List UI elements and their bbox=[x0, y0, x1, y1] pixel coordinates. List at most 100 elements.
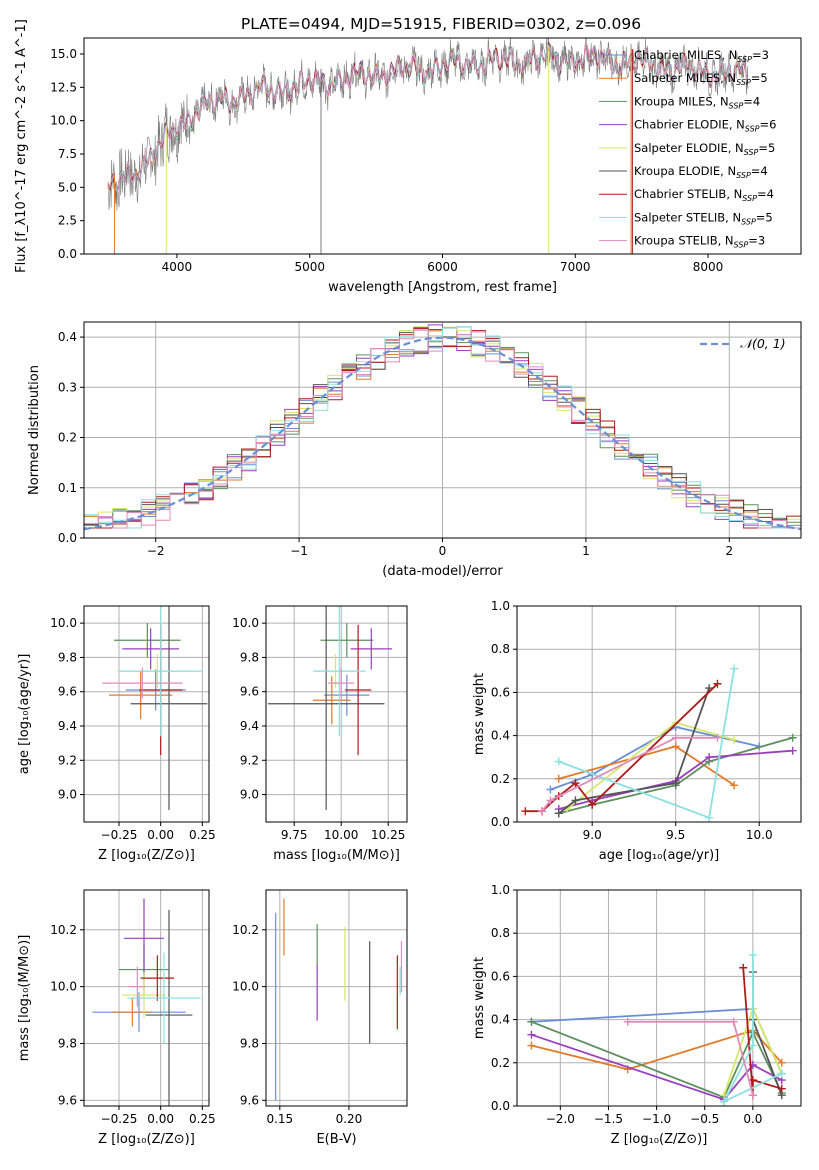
axes-frame bbox=[83, 605, 210, 823]
grid bbox=[266, 890, 407, 1106]
error-bar-point bbox=[350, 628, 392, 670]
plus-marker bbox=[671, 733, 680, 742]
error-bar-point bbox=[320, 623, 374, 658]
x-tick-label: −2.0 bbox=[546, 1112, 575, 1126]
y-tick-label: 10.0 bbox=[50, 114, 77, 128]
legend-label: Salpeter ELODIE, NSSP=5 bbox=[634, 141, 775, 157]
legend-label: Salpeter STELIB, NSSP=5 bbox=[634, 210, 773, 226]
plus-marker bbox=[730, 781, 739, 790]
plot-area bbox=[107, 38, 749, 254]
x-tick-label: 10.25 bbox=[371, 828, 405, 842]
y-tick-label: 9.8 bbox=[58, 650, 77, 664]
legend-label: Chabrier STELIB, NSSP=4 bbox=[634, 187, 774, 203]
y-tick-label: 0.4 bbox=[58, 330, 77, 344]
x-tick-label: −2 bbox=[147, 544, 165, 558]
y-tick-label: 9.2 bbox=[58, 753, 77, 767]
y-tick-label: 0.0 bbox=[491, 1099, 510, 1113]
x-tick-label: 9.5 bbox=[666, 828, 685, 842]
error-bar-point bbox=[145, 909, 193, 1106]
y-tick-label: 0.8 bbox=[491, 642, 510, 656]
y-tick-label: 0.6 bbox=[491, 969, 510, 983]
y-tick-label: 10.0 bbox=[50, 616, 77, 630]
x-axis-label: (data-model)/error bbox=[382, 564, 503, 579]
plus-marker bbox=[748, 1091, 757, 1100]
y-tick-label: 9.8 bbox=[240, 650, 259, 664]
legend-label: Salpeter MILES, NSSP=5 bbox=[634, 71, 768, 87]
y-axis-label: mass weight bbox=[472, 673, 487, 755]
y-tick-label: 0.2 bbox=[491, 1056, 510, 1070]
massweight-vs-Z-panel: −2.0 −1.5 −1.0 −0.5 0.0 0.0 0.2 0.4 0.6 0.8 1.0 Z [… bbox=[472, 883, 802, 1147]
error-bar-point bbox=[140, 955, 174, 1001]
axes-frame bbox=[83, 889, 210, 1107]
y-tick-label: 0.0 bbox=[58, 531, 77, 545]
plus-marker bbox=[527, 1030, 536, 1039]
error-bar-point bbox=[122, 972, 166, 1018]
y-tick-label: 9.4 bbox=[240, 719, 259, 733]
legend-label: 𝒩(0, 1) bbox=[740, 336, 786, 351]
y-axis-label: age [log₁₀(age/yr)] bbox=[17, 654, 32, 775]
y-tick-label: 0.6 bbox=[491, 685, 510, 699]
y-axis-label: Flux [f_λ10^-17 erg cm^-2 s^-1 A^-1] bbox=[14, 19, 29, 273]
error-bar-point bbox=[127, 952, 201, 1044]
mass-vs-Z-panel: −0.25 0.00 0.25 9.6 9.8 10.0 10.2 Z [log₁₀(Z/Z⊙… bbox=[17, 889, 216, 1147]
error-bar-point bbox=[124, 898, 164, 979]
x-axis-label: Z [log₁₀(Z/Z⊙)] bbox=[98, 1132, 195, 1147]
x-tick-label: −1.0 bbox=[642, 1112, 671, 1126]
plus-marker bbox=[713, 733, 722, 742]
error-bar-point bbox=[313, 676, 351, 725]
plus-marker bbox=[777, 1069, 786, 1078]
age-vs-mass-panel: 9.75 10.00 10.25 9.0 9.2 9.4 9.6 9.8 10.0 mass [l… bbox=[232, 605, 408, 863]
y-axis-label: mass weight bbox=[472, 957, 487, 1039]
histogram-8 bbox=[84, 326, 801, 538]
x-axis-label: wavelength [Angstrom, rest frame] bbox=[328, 280, 557, 295]
plus-marker bbox=[748, 1076, 757, 1085]
y-tick-label: 10.0 bbox=[232, 980, 259, 994]
x-axis-label: Z [log₁₀(Z/Z⊙)] bbox=[98, 848, 195, 863]
plus-marker bbox=[571, 796, 580, 805]
axes-frame bbox=[516, 605, 802, 823]
plus-marker bbox=[730, 735, 739, 744]
x-tick-label: 7000 bbox=[560, 260, 591, 274]
y-tick-label: 9.0 bbox=[58, 788, 77, 802]
x-axis-label: E(B-V) bbox=[316, 1132, 356, 1147]
y-tick-label: 10.2 bbox=[232, 923, 259, 937]
plus-marker bbox=[671, 742, 680, 751]
x-tick-label: −1.5 bbox=[594, 1112, 623, 1126]
mass-weight-series-9 bbox=[538, 733, 722, 816]
error-bar-point bbox=[267, 606, 385, 810]
plus-marker bbox=[777, 1058, 786, 1067]
x-tick-label: 10.0 bbox=[746, 828, 773, 842]
error-bar-point bbox=[109, 671, 173, 720]
x-tick-label: 0.15 bbox=[266, 1112, 293, 1126]
plus-marker bbox=[705, 813, 714, 822]
x-tick-label: 0 bbox=[439, 544, 447, 558]
y-tick-label: 0.1 bbox=[58, 481, 77, 495]
error-bar-point bbox=[130, 606, 208, 810]
y-tick-label: 9.0 bbox=[240, 788, 259, 802]
y-tick-label: 9.8 bbox=[240, 1036, 259, 1050]
plot-area bbox=[84, 324, 801, 538]
x-tick-label: 9.0 bbox=[583, 828, 602, 842]
mass-weight-series-2 bbox=[554, 742, 739, 790]
y-tick-label: 0.2 bbox=[58, 431, 77, 445]
x-tick-label: 1 bbox=[582, 544, 590, 558]
y-tick-label: 0.4 bbox=[491, 1013, 510, 1027]
y-tick-label: 9.6 bbox=[240, 1093, 259, 1107]
plus-marker bbox=[748, 950, 757, 959]
plus-marker bbox=[671, 779, 680, 788]
plus-marker bbox=[623, 1017, 632, 1026]
x-tick-label: −0.25 bbox=[101, 1112, 138, 1126]
mass-weight-series-5 bbox=[563, 718, 739, 814]
residuals-panel: −2 −1 0 1 2 0.0 0.1 0.2 0.3 0.4 (data-model)/error… bbox=[27, 321, 802, 579]
x-tick-label: 9.75 bbox=[281, 828, 308, 842]
y-tick-label: 2.5 bbox=[58, 214, 77, 228]
mass-vs-EBV-panel: 0.15 0.20 9.6 9.8 10.0 10.2 E(B-V) bbox=[232, 889, 408, 1147]
error-bar-point bbox=[112, 998, 153, 1027]
error-bar-point bbox=[102, 667, 183, 699]
plot-area bbox=[275, 898, 403, 1101]
plus-marker bbox=[571, 779, 580, 788]
axes-frame bbox=[265, 889, 408, 1107]
axes-frame bbox=[516, 889, 802, 1107]
y-tick-label: 0.2 bbox=[491, 772, 510, 786]
plot-area bbox=[102, 606, 208, 810]
